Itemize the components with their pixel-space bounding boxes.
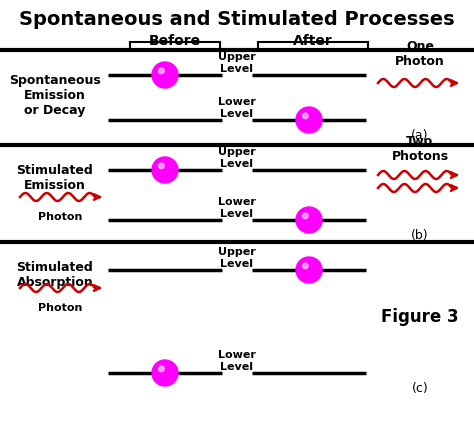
Circle shape [158, 163, 164, 169]
Text: Upper
Level: Upper Level [218, 147, 256, 169]
Text: Before: Before [149, 34, 201, 48]
Text: Stimulated
Emission: Stimulated Emission [17, 164, 93, 191]
Circle shape [158, 366, 164, 372]
Text: Photon: Photon [38, 212, 82, 221]
Circle shape [302, 213, 308, 219]
Text: Two
Photons: Two Photons [392, 135, 448, 163]
Text: (a): (a) [411, 129, 429, 141]
Text: (b): (b) [411, 228, 429, 241]
Circle shape [296, 258, 322, 283]
Text: Upper
Level: Upper Level [218, 247, 256, 268]
Circle shape [152, 158, 178, 184]
Circle shape [302, 263, 308, 269]
Text: One
Photon: One Photon [395, 40, 445, 68]
Text: Lower
Level: Lower Level [218, 197, 256, 218]
Text: Figure 3: Figure 3 [381, 308, 459, 326]
Circle shape [302, 114, 308, 120]
Text: Stimulated
Absorption: Stimulated Absorption [17, 261, 93, 289]
Text: Lower
Level: Lower Level [218, 350, 256, 371]
Text: Lower
Level: Lower Level [218, 97, 256, 119]
Text: After: After [293, 34, 333, 48]
Text: Photon: Photon [38, 302, 82, 312]
Text: (c): (c) [411, 381, 428, 394]
Circle shape [296, 108, 322, 134]
Circle shape [152, 360, 178, 386]
Text: Upper
Level: Upper Level [218, 52, 256, 74]
Circle shape [158, 69, 164, 74]
Circle shape [296, 208, 322, 233]
Text: Spontaneous
Emission
or Decay: Spontaneous Emission or Decay [9, 74, 101, 117]
Text: Spontaneous and Stimulated Processes: Spontaneous and Stimulated Processes [19, 10, 455, 29]
Circle shape [152, 63, 178, 89]
